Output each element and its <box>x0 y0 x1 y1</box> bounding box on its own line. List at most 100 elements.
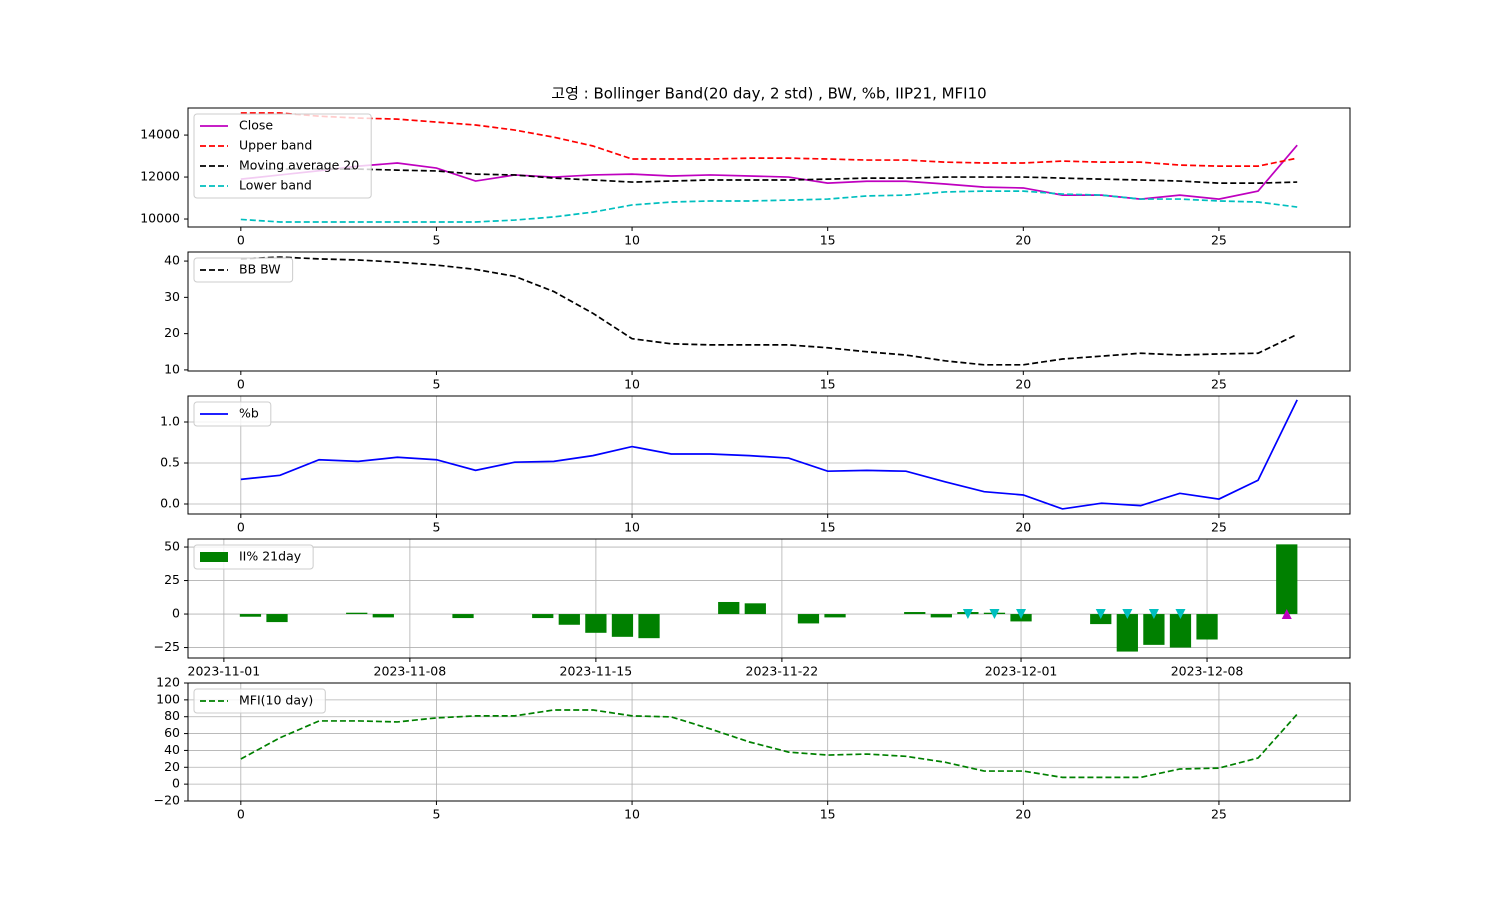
bar <box>532 614 554 619</box>
legend-label: BB BW <box>239 262 281 277</box>
x-tick-label: 10 <box>624 233 640 248</box>
x-tick-label: 10 <box>624 807 640 822</box>
legend-label: MFI(10 day) <box>239 693 313 708</box>
signal-marker <box>989 609 1000 620</box>
plot-area <box>188 252 1350 371</box>
bar <box>372 614 394 618</box>
y-tick-label: 60 <box>164 725 180 740</box>
line <box>240 709 1298 779</box>
bar <box>611 614 634 637</box>
y-tick-label: 20 <box>164 759 180 774</box>
x-tick-label: 25 <box>1211 233 1227 248</box>
x-tick-label: 0 <box>237 377 245 392</box>
x-tick-label: 15 <box>820 807 836 822</box>
panel: 10000 12000 14000 0 5 10 15 20 25 Close Upper band… <box>140 107 1351 248</box>
x-tick-label: 2023-12-08 <box>1171 664 1244 679</box>
y-tick-label: 14000 <box>140 127 180 142</box>
y-tick-label: 0 <box>172 606 180 621</box>
x-tick-label: 20 <box>1015 520 1031 535</box>
signal-marker <box>1122 609 1133 620</box>
panel: −25 0 25 50 2023-11-01 2023-11-08 2023-11-15 20… <box>154 538 1351 679</box>
y-tick-label: 10000 <box>140 211 180 226</box>
x-tick-label: 2023-11-01 <box>188 664 261 679</box>
signal-marker <box>1281 609 1292 620</box>
legend: MFI(10 day) <box>193 688 326 714</box>
line <box>240 399 1298 510</box>
x-tick-label: 20 <box>1015 377 1031 392</box>
axes-frame <box>187 251 1351 372</box>
y-tick-label: 50 <box>164 539 180 554</box>
legend-label: Moving average 20 <box>239 158 359 173</box>
x-tick-label: 25 <box>1211 520 1227 535</box>
x-tick-label: 2023-11-08 <box>374 664 447 679</box>
x-tick-label: 5 <box>432 233 440 248</box>
x-tick-label: 2023-11-22 <box>746 664 819 679</box>
plot-area <box>188 683 1350 801</box>
y-tick-label: 1.0 <box>160 413 180 428</box>
legend-box <box>193 688 326 714</box>
x-tick-label: 20 <box>1015 807 1031 822</box>
axes-frame <box>187 107 1351 228</box>
legend-box <box>193 257 294 283</box>
x-tick-label: 10 <box>624 377 640 392</box>
y-tick-label: 25 <box>164 572 180 587</box>
bar <box>930 614 952 618</box>
legend-label: Upper band <box>239 138 312 153</box>
legend-box <box>193 113 372 199</box>
x-tick-label: 20 <box>1015 233 1031 248</box>
y-tick-label: 40 <box>164 742 180 757</box>
bar <box>1196 614 1218 640</box>
bar <box>1090 614 1112 625</box>
x-tick-label: 10 <box>624 520 640 535</box>
x-tick-label: 25 <box>1211 807 1227 822</box>
x-tick-label: 5 <box>432 807 440 822</box>
legend-box <box>193 401 272 427</box>
bar <box>744 603 766 615</box>
panel: 10 20 30 40 0 5 10 15 20 25 BB BW <box>164 251 1351 392</box>
legend: BB BW <box>193 257 294 283</box>
plot-area <box>188 396 1350 514</box>
y-tick-label: −25 <box>154 639 180 654</box>
bar <box>239 614 262 617</box>
y-tick-label: 0.5 <box>160 454 180 469</box>
signal-marker <box>1016 609 1027 620</box>
axes-frame <box>187 538 1351 659</box>
x-tick-label: 2023-11-15 <box>560 664 633 679</box>
x-tick-label: 5 <box>432 377 440 392</box>
bar <box>638 614 660 639</box>
chart-title: 고영 : Bollinger Band(20 day, 2 std) , BW,… <box>551 85 986 103</box>
bar <box>718 601 740 615</box>
line <box>240 256 1298 366</box>
bar <box>1276 544 1298 615</box>
legend-label: II% 21day <box>239 549 302 564</box>
bar <box>585 614 607 633</box>
x-tick-label: 15 <box>820 377 836 392</box>
bar <box>797 614 820 624</box>
y-tick-label: 10 <box>164 361 180 376</box>
bar <box>1116 614 1138 652</box>
y-tick-label: 30 <box>164 289 180 304</box>
y-tick-label: −20 <box>154 793 180 808</box>
bar <box>452 614 474 619</box>
legend-label: Close <box>239 118 273 133</box>
y-tick-label: 80 <box>164 708 180 723</box>
line <box>240 168 1298 184</box>
y-tick-label: 0 <box>172 776 180 791</box>
y-tick-label: 40 <box>164 253 180 268</box>
bar <box>904 612 926 615</box>
x-tick-label: 15 <box>820 520 836 535</box>
legend-label: %b <box>239 406 259 421</box>
line <box>240 112 1298 167</box>
bar <box>1169 614 1192 648</box>
panel: 0.0 0.5 1.0 0 5 10 15 20 25 %b <box>160 395 1351 535</box>
bar <box>346 612 368 615</box>
legend: Close Upper band Moving average 20 Lower ba… <box>193 113 372 199</box>
x-tick-label: 25 <box>1211 377 1227 392</box>
x-tick-label: 5 <box>432 520 440 535</box>
bar <box>824 614 846 618</box>
signal-marker <box>1095 609 1106 620</box>
x-tick-label: 0 <box>237 233 245 248</box>
plot-area <box>188 108 1350 227</box>
